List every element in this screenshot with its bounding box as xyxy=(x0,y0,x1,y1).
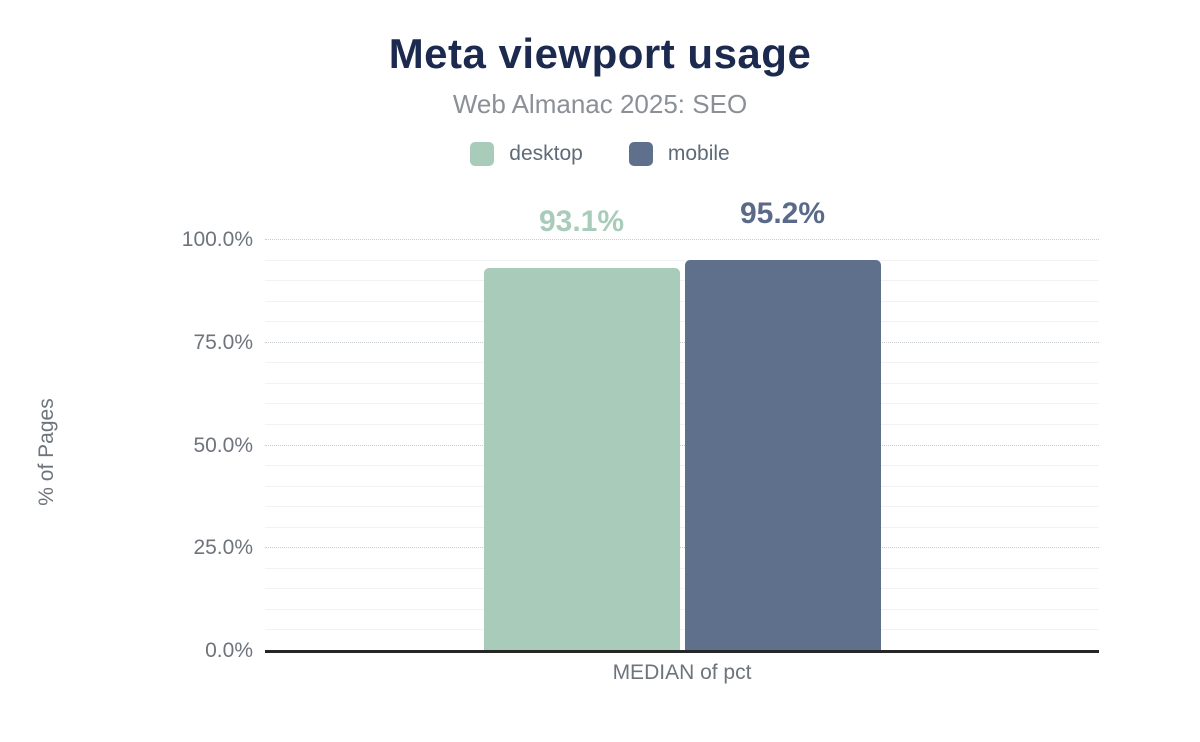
minor-gridline xyxy=(265,300,1099,302)
major-gridline xyxy=(265,341,1099,343)
legend-item-mobile: mobile xyxy=(628,142,730,166)
desktop-legend-swatch-icon xyxy=(470,142,495,166)
mobile-legend-swatch-icon xyxy=(628,142,653,166)
legend: desktop mobile xyxy=(0,142,1200,166)
minor-gridline xyxy=(265,362,1099,364)
major-gridline xyxy=(265,239,1099,240)
y-tick-label: 75.0% xyxy=(193,330,253,354)
minor-gridline xyxy=(265,403,1099,405)
minor-gridline xyxy=(265,608,1099,610)
y-tick-label: 0.0% xyxy=(205,639,253,662)
major-gridline xyxy=(265,547,1099,549)
minor-gridline xyxy=(265,485,1099,487)
minor-gridline xyxy=(265,506,1099,508)
minor-gridline xyxy=(265,382,1099,384)
mobile-bar xyxy=(684,259,881,651)
desktop-bar xyxy=(483,268,680,651)
minor-gridline xyxy=(265,526,1099,528)
chart-title: Meta viewport usage xyxy=(388,30,812,77)
mobile-bar-value-label: 95.2% xyxy=(739,196,826,230)
minor-gridline xyxy=(265,588,1099,590)
y-tick-label: 25.0% xyxy=(193,536,253,560)
x-axis-label: MEDIAN of pct xyxy=(612,661,752,684)
minor-gridline xyxy=(265,567,1099,569)
minor-gridline xyxy=(265,465,1099,467)
minor-gridline xyxy=(265,259,1099,261)
legend-label-mobile: mobile xyxy=(667,142,730,165)
y-tick-label: 50.0% xyxy=(193,433,253,457)
desktop-bar-value-label: 93.1% xyxy=(538,205,625,239)
legend-label-desktop: desktop xyxy=(509,142,583,165)
y-tick-label: 100.0% xyxy=(181,228,253,251)
legend-item-desktop: desktop xyxy=(470,142,583,166)
x-axis-line xyxy=(265,650,1099,653)
plot-area: 93.1% 95.2% xyxy=(265,198,1099,653)
minor-gridline xyxy=(265,423,1099,425)
major-gridline xyxy=(265,444,1099,446)
y-axis-tick-labels: 0.0% 25.0% 50.0% 75.0% 100.0% xyxy=(0,228,253,662)
minor-gridline xyxy=(265,321,1099,323)
minor-gridline xyxy=(265,629,1099,631)
chart-subtitle: Web Almanac 2025: SEO xyxy=(452,89,748,119)
minor-gridline xyxy=(265,280,1099,282)
